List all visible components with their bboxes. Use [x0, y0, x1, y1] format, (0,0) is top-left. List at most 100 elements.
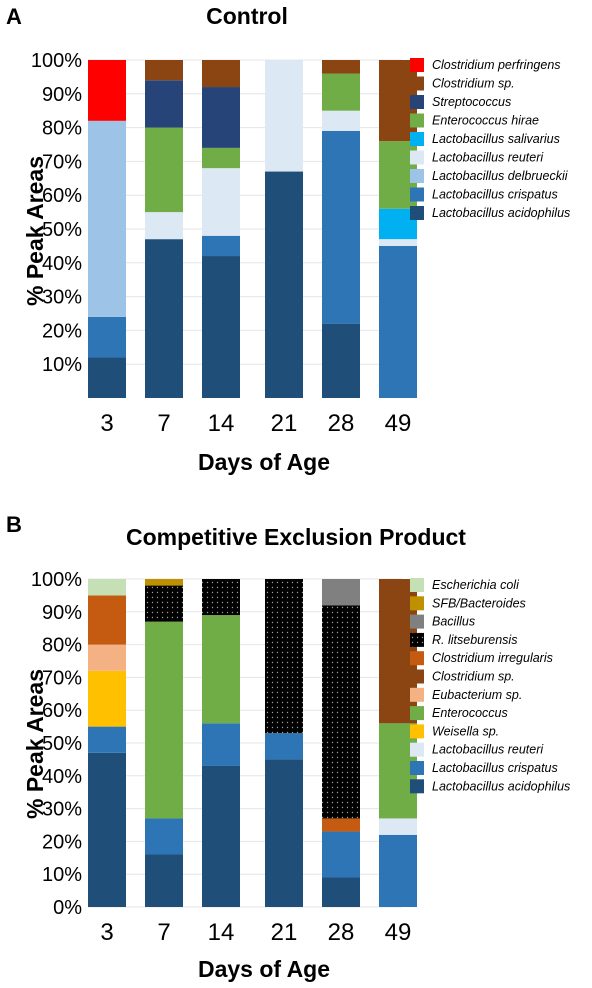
bar-segment: [265, 60, 303, 172]
bar-segment: [265, 759, 303, 907]
y-tick-label: 50%: [42, 219, 82, 241]
legend-label: Lactobacillus salivarius: [432, 132, 560, 146]
y-tick-label: 80%: [42, 635, 82, 657]
legend-swatch: [410, 632, 424, 647]
panel-b-title: Competitive Exclusion Product: [126, 524, 466, 550]
legend-swatch: [410, 58, 424, 72]
legend-swatch: [410, 150, 424, 165]
x-tick-label: 3: [100, 410, 113, 437]
legend-swatch: [410, 761, 424, 775]
legend-swatch: [410, 724, 424, 739]
legend-label: Bacillus: [432, 615, 475, 629]
y-tick-label: 40%: [42, 766, 82, 788]
x-tick-label: 14: [208, 410, 235, 437]
legend-label: Clostridium sp.: [432, 77, 515, 91]
y-tick-label: 30%: [42, 287, 82, 309]
bar-segment: [202, 168, 240, 236]
panel-a-title: Control: [206, 3, 288, 29]
panel-b-y-axis-label: % Peak Areas: [22, 669, 48, 819]
bar-segment: [145, 60, 183, 81]
bar-segment: [145, 585, 183, 622]
panel-b: B Competitive Exclusion Product 0% 10% 20%…: [6, 512, 570, 982]
bar-segment: [379, 245, 417, 398]
y-tick-label: 60%: [42, 700, 82, 722]
bar-segment: [202, 87, 240, 148]
bar-segment: [265, 171, 303, 398]
bar-segment: [322, 323, 360, 398]
bar-segment: [322, 73, 360, 111]
x-tick-label: 7: [157, 410, 170, 437]
legend-swatch: [410, 187, 424, 202]
panel-b-letter: B: [6, 512, 22, 537]
legend-label: Lactobacillus reuteri: [432, 151, 544, 165]
panel-b-x-axis-label: Days of Age: [198, 956, 330, 982]
legend-label: Clostridium sp.: [432, 670, 515, 684]
panel-a: A Control 10% 20% 30% 40% 50% 60% 70% 80% 90% 100…: [6, 3, 570, 475]
y-tick-label: 30%: [42, 799, 82, 821]
y-tick-label: 10%: [42, 864, 82, 886]
x-tick-label: 21: [271, 919, 298, 946]
legend-label: Lactobacillus crispatus: [432, 761, 558, 775]
bar-segment: [88, 120, 126, 317]
panel-a-y-ticks: 10% 20% 30% 40% 50% 60% 70% 80% 90% 100%: [31, 50, 82, 376]
bar-segment: [202, 235, 240, 257]
y-tick-label: 70%: [42, 151, 82, 173]
bar-segment: [202, 60, 240, 88]
legend-label: Escherichia coli: [432, 578, 520, 592]
bar-segment: [202, 615, 240, 724]
x-tick-label: 49: [385, 919, 412, 946]
legend-swatch: [410, 651, 424, 666]
legend-swatch: [410, 169, 424, 183]
bar-segment: [265, 733, 303, 760]
legend-label: R. litseburensis: [432, 633, 517, 647]
legend-label: Lactobacillus acidophilus: [432, 206, 570, 220]
bar-segment: [145, 239, 183, 398]
y-tick-label: 10%: [42, 354, 82, 376]
legend-swatch: [410, 687, 424, 702]
y-tick-label: 20%: [42, 320, 82, 342]
bar-segment: [265, 579, 303, 734]
legend-label: Lactobacillus delbrueckii: [432, 169, 569, 183]
bar-segment: [88, 644, 126, 671]
legend-label: Lactobacillus crispatus: [432, 188, 558, 202]
bar-segment: [379, 834, 417, 907]
panel-a-y-axis-label: % Peak Areas: [22, 156, 48, 306]
panel-a-x-ticks: 3 7 14 21 28 49: [100, 410, 411, 437]
panel-b-y-ticks: 0% 10% 20% 30% 40% 50% 60% 70% 80% 90% 100%: [31, 569, 82, 919]
bar-segment: [145, 212, 183, 240]
legend-swatch: [410, 742, 424, 757]
bar-segment: [202, 579, 240, 616]
x-tick-label: 28: [328, 410, 355, 437]
legend-swatch: [410, 578, 424, 592]
bar-segment: [88, 726, 126, 753]
bar-segment: [322, 579, 360, 606]
x-tick-label: 7: [157, 919, 170, 946]
bar-segment: [88, 357, 126, 398]
bar-segment: [379, 239, 417, 246]
bar-segment: [322, 605, 360, 819]
bar-segment: [88, 579, 126, 596]
bar-segment: [202, 256, 240, 398]
y-tick-label: 50%: [42, 733, 82, 755]
panel-a-letter: A: [6, 4, 22, 29]
bar-segment: [202, 723, 240, 766]
bar-segment: [322, 130, 360, 324]
bar-segment: [145, 127, 183, 213]
legend-swatch: [410, 669, 424, 684]
legend-swatch: [410, 706, 424, 721]
bar-segment: [322, 877, 360, 907]
bar-segment: [88, 316, 126, 358]
bar-segment: [88, 670, 126, 727]
y-tick-label: 90%: [42, 602, 82, 624]
panel-b-x-ticks: 3 7 14 21 28 49: [100, 919, 411, 946]
legend-swatch: [410, 132, 424, 146]
y-tick-label: 90%: [42, 84, 82, 106]
y-tick-label: 40%: [42, 253, 82, 275]
legend-swatch: [410, 76, 424, 91]
legend-swatch: [410, 95, 424, 109]
legend-label: Weisella sp.: [432, 724, 499, 738]
x-tick-label: 3: [100, 919, 113, 946]
y-tick-label: 60%: [42, 185, 82, 207]
legend-label: Enterococcus hirae: [432, 114, 539, 128]
